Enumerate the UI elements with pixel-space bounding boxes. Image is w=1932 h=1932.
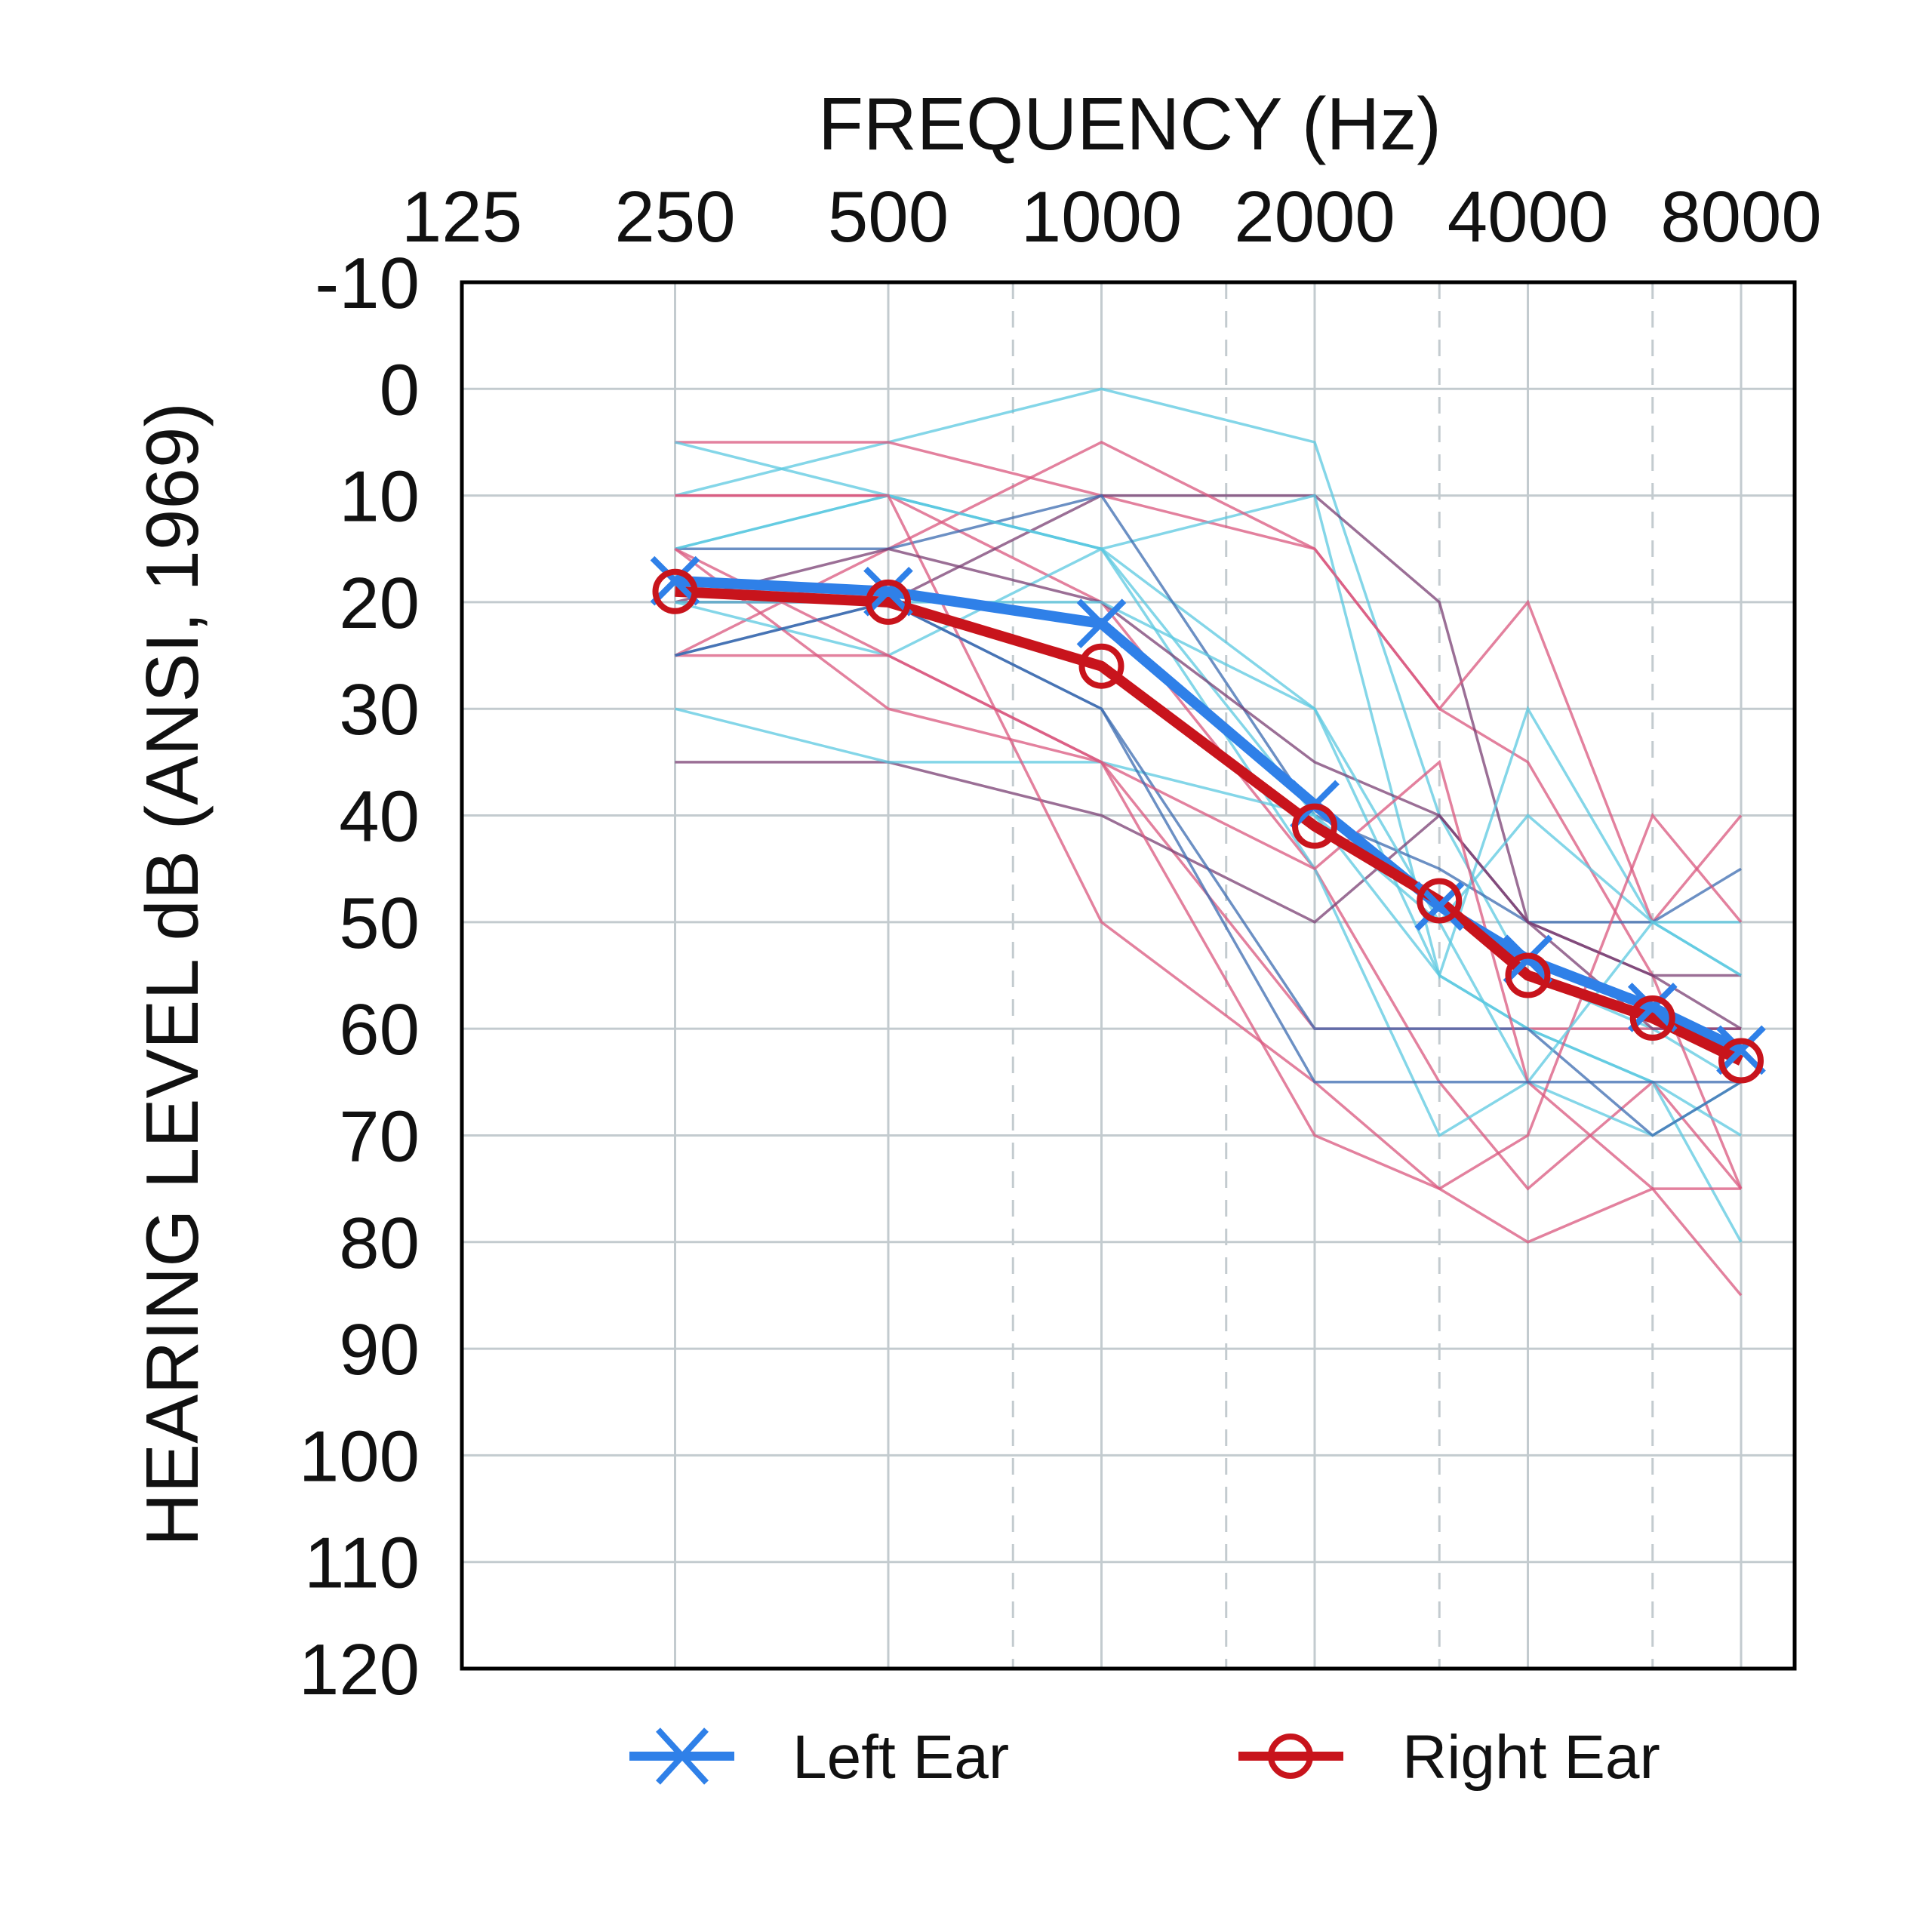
y-axis-title: HEARING LEVEL dB (ANSI, 1969) (131, 402, 214, 1546)
legend-item-right-ear: Right Ear (1238, 1723, 1660, 1792)
x-axis-title: FREQUENCY (Hz) (818, 82, 1441, 165)
right-ear-circle-marker (866, 579, 911, 625)
individual-audiograms (674, 387, 1743, 1297)
y-tick-label: 60 (339, 989, 420, 1070)
y-tick-label: 100 (299, 1416, 420, 1497)
legend: Left Ear Right Ear (629, 1723, 1660, 1792)
x-tick-label: 4000 (1447, 177, 1609, 257)
x-tick-label: 8000 (1660, 177, 1822, 257)
y-tick-label: 20 (339, 563, 420, 644)
plot-frame (460, 280, 1797, 1671)
individual-audiogram-line (675, 707, 1743, 1243)
individual-audiogram-line (674, 547, 1743, 1297)
legend-left-ear-label: Left Ear (792, 1723, 1009, 1792)
right-ear-circle-marker (1629, 995, 1675, 1041)
series-group (650, 555, 1766, 1084)
y-tick-label: 90 (339, 1309, 420, 1390)
x-tick-labels: 125 250 500 1000 2000 4000 8000 (401, 177, 1822, 257)
y-tick-label: 70 (339, 1096, 420, 1177)
y-tick-label: -10 (315, 243, 420, 324)
legend-right-ear-label: Right Ear (1402, 1723, 1660, 1792)
right-ear-circle-marker (1292, 803, 1337, 849)
y-tick-label: 110 (304, 1523, 420, 1604)
left-ear-x-marker (1076, 598, 1127, 649)
individual-audiogram-line (675, 601, 1741, 1084)
x-tick-label: 125 (401, 177, 522, 257)
y-tick-labels: -10 0 10 20 30 40 50 60 70 80 90 100 110 120 (299, 243, 420, 1710)
y-tick-label: 50 (339, 883, 420, 964)
left-ear-x-marker (1627, 983, 1678, 1032)
grid (462, 282, 1795, 1669)
y-tick-label: 40 (339, 777, 420, 857)
left-ear-x-marker (650, 555, 700, 606)
right-ear-line (675, 586, 1744, 1066)
legend-circle-marker-icon (1268, 1734, 1313, 1779)
left-ear-x-marker (1503, 934, 1553, 985)
right-ear-circle-marker (1505, 952, 1551, 998)
left-ear-x-marker (863, 566, 913, 617)
y-tick-label: 10 (339, 457, 420, 537)
x-tick-label: 2000 (1234, 177, 1395, 257)
individual-audiogram-line (674, 547, 1741, 1190)
legend-item-left-ear: Left Ear (629, 1723, 1009, 1792)
individual-audiogram-line (675, 547, 1742, 1137)
y-tick-label: 80 (339, 1203, 420, 1284)
right-ear-circle-marker (1078, 643, 1124, 689)
x-tick-label: 1000 (1021, 177, 1183, 257)
right-ear-circle-marker (1718, 1038, 1764, 1084)
right-ear-circle-marker (652, 568, 698, 614)
individual-audiogram-line (675, 494, 1742, 924)
individual-audiogram-line (675, 601, 1742, 1084)
individual-audiogram-line (675, 547, 1741, 977)
x-tick-label: 250 (614, 177, 735, 257)
individual-audiogram-line (675, 494, 1743, 1191)
individual-audiogram-line (675, 494, 1743, 1191)
right-ear-circle-marker (1417, 878, 1463, 924)
left-ear-line (675, 575, 1744, 1055)
y-tick-label: 30 (339, 669, 420, 750)
y-tick-label: 120 (299, 1629, 420, 1710)
y-tick-label: 0 (380, 349, 420, 430)
legend-x-marker-icon (656, 1727, 709, 1785)
left-ear-x-marker (1716, 1025, 1766, 1075)
x-tick-label: 500 (828, 177, 949, 257)
